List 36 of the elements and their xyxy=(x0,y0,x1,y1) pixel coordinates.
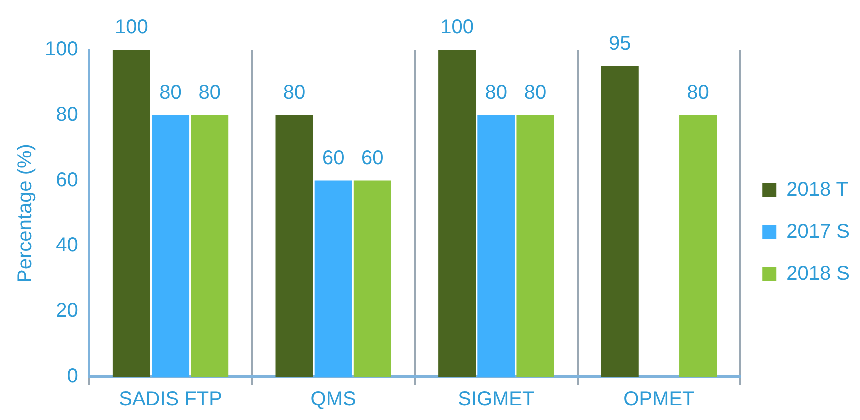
x-tick-label: SADIS FTP xyxy=(119,388,222,411)
bar xyxy=(191,115,229,377)
data-label: 100 xyxy=(440,16,474,39)
bar xyxy=(112,50,150,377)
x-tick-label: SIGMET xyxy=(458,388,535,411)
bar xyxy=(152,115,190,377)
legend-label: 2017 S xyxy=(786,221,850,244)
data-label: 80 xyxy=(198,82,221,104)
data-label: 80 xyxy=(485,82,508,104)
y-tick-label: 40 xyxy=(56,234,78,257)
data-label: 60 xyxy=(362,147,384,170)
data-label: 80 xyxy=(524,82,547,104)
y-tick-label: 100 xyxy=(44,38,78,61)
bar xyxy=(314,180,352,377)
x-tick-label: QMS xyxy=(310,388,356,411)
bar xyxy=(438,50,476,377)
bar xyxy=(680,115,718,377)
data-label: 80 xyxy=(687,82,710,104)
legend-label: 2018 T xyxy=(786,179,849,202)
bar xyxy=(516,115,554,377)
data-label: 60 xyxy=(322,147,345,170)
bar xyxy=(276,115,314,377)
bar xyxy=(354,180,392,377)
data-label: 95 xyxy=(609,32,632,55)
x-tick-label: OPMET xyxy=(624,388,695,411)
bar xyxy=(478,115,516,377)
legend-label: 2018 S xyxy=(786,263,850,286)
data-label: 80 xyxy=(160,82,182,104)
data-label: 80 xyxy=(283,82,306,104)
y-tick-label: 60 xyxy=(56,169,78,192)
y-tick-label: 80 xyxy=(56,104,78,126)
bar xyxy=(601,66,639,377)
y-tick-label: 0 xyxy=(67,366,78,388)
data-label: 100 xyxy=(115,16,148,39)
y-axis-title: Percentage (%) xyxy=(14,144,37,283)
y-tick-label: 20 xyxy=(56,300,78,322)
